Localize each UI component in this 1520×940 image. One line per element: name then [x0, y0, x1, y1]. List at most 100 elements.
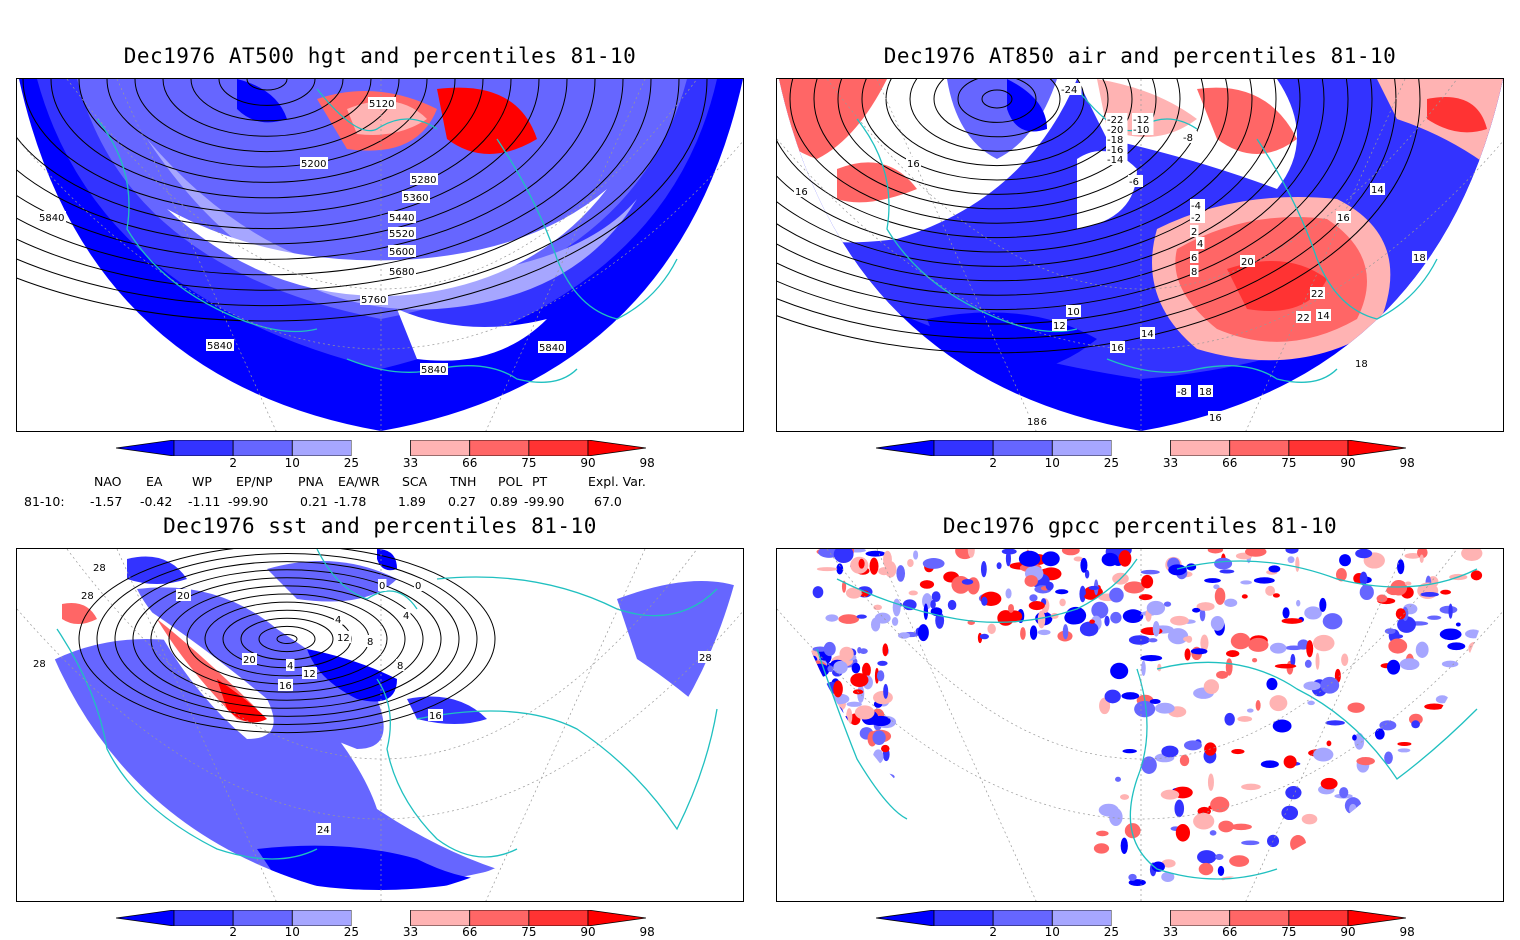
gpcc-patch: [883, 683, 889, 699]
contour-label: -12: [1133, 115, 1149, 126]
gpcc-patch: [1287, 556, 1295, 564]
gpcc-patch: [1462, 757, 1481, 765]
colorbar-segment: [173, 440, 234, 456]
gpcc-patch: [1079, 585, 1086, 603]
gpcc-patch: [1229, 855, 1250, 867]
gpcc-patch: [818, 759, 834, 770]
gpcc-patch: [1295, 556, 1300, 572]
contour-label: 18: [1199, 387, 1212, 398]
gpcc-patch: [1140, 654, 1163, 662]
gpcc-patch: [1061, 549, 1080, 556]
gpcc-patch: [1462, 783, 1472, 800]
gpcc-patch: [1055, 589, 1069, 595]
colorbar-labels-top-right: 2 10 25 33 66 75 90 98: [876, 456, 1414, 472]
colorbar-tick-label: 33: [1162, 456, 1179, 470]
colorbar-tick-label: 98: [639, 456, 655, 470]
gpcc-patch: [874, 612, 891, 624]
contour-line: [777, 79, 1421, 354]
gpcc-patch: [1359, 584, 1374, 601]
gpcc-patch: [1465, 629, 1482, 639]
index-value: -99.90: [228, 494, 269, 509]
contour-label-bg: [38, 211, 66, 223]
gpcc-patch: [1339, 554, 1351, 567]
gpcc-patch: [803, 664, 814, 676]
gpcc-patch: [829, 754, 848, 763]
gpcc-patch: [815, 796, 822, 813]
gpcc-patch: [1151, 861, 1165, 872]
contour-label-bg: [1132, 113, 1154, 125]
gpcc-patch: [816, 770, 834, 778]
contour-label-bg: [1066, 305, 1081, 317]
gpcc-patch: [1141, 756, 1157, 774]
gpcc-patch: [1084, 569, 1090, 579]
gpcc-patch: [1448, 603, 1453, 619]
contour-label-bg: [1106, 133, 1128, 145]
contour-line: [17, 79, 624, 276]
gpcc-patch: [1429, 822, 1441, 840]
gpcc-patch: [1099, 697, 1111, 715]
gpcc-patch: [1265, 585, 1275, 596]
gpcc-patch: [1360, 818, 1379, 833]
colorbar-bottom-left: [116, 910, 646, 926]
contour-label: 22: [1311, 289, 1324, 300]
colorbar-tick-label: 10: [1044, 456, 1060, 470]
gpcc-patch: [883, 550, 892, 569]
contour-label-bg: [1316, 309, 1331, 321]
gpcc-patch: [825, 614, 839, 622]
gpcc-patch: [1118, 550, 1132, 567]
gpcc-patch: [1115, 776, 1121, 782]
gpcc-patch: [809, 723, 822, 728]
gpcc-patch: [822, 750, 830, 763]
gpcc-patch: [840, 782, 847, 793]
contour-label: 5680: [389, 267, 414, 278]
gpcc-patch: [815, 697, 822, 706]
contour-label: 6: [1191, 253, 1197, 264]
gpcc-patch: [838, 788, 856, 800]
gpcc-patch: [1323, 860, 1331, 869]
colorbar-tick-label: 25: [343, 456, 360, 470]
gpcc-patch: [869, 557, 879, 575]
index-header: PT: [532, 474, 548, 489]
gpcc-patch: [1356, 756, 1375, 766]
colorbar-segment: [232, 910, 293, 926]
contour-label: 16: [1111, 343, 1124, 354]
gpcc-patch: [877, 660, 888, 666]
gpcc-patch: [1313, 747, 1334, 762]
gpcc-patch: [1160, 789, 1180, 800]
contour-label: 5840: [207, 341, 232, 352]
gpcc-patch: [1210, 796, 1230, 813]
index-value: -1.11: [188, 494, 221, 509]
gpcc-patch: [1104, 615, 1110, 627]
gpcc-patch: [1119, 794, 1130, 800]
gpcc-patch: [846, 708, 853, 725]
gpcc-patch: [1225, 658, 1233, 676]
contour-label: -22: [1107, 115, 1123, 126]
gpcc-patch: [811, 709, 820, 719]
gpcc-patch: [1420, 592, 1439, 597]
index-header: POL: [498, 474, 523, 489]
gpcc-patch: [1397, 616, 1416, 633]
gpcc-patch: [1192, 607, 1201, 613]
contour-label: 5840: [421, 365, 446, 376]
contour-label-bg: [1240, 255, 1255, 267]
contour-label: 16: [1337, 213, 1350, 224]
gpcc-patch: [865, 762, 882, 775]
index-header: EA: [146, 474, 163, 489]
map-panel-sst: 28 28 28 28 20 0 4 0 8 4 12 20 4 16 16 24 8 12: [16, 548, 744, 902]
contour-label: 8: [397, 661, 403, 672]
colorbar-segment: [1170, 910, 1231, 926]
contour-label-bg: [1176, 385, 1191, 397]
gpcc-patch: [1248, 637, 1269, 652]
gpcc-patch: [930, 599, 936, 609]
colorbar-segment: [1288, 440, 1349, 456]
contour-line: [258, 625, 316, 653]
gpcc-patch: [1138, 594, 1153, 601]
contour-label-bg: [906, 157, 921, 169]
contour-label-bg: [278, 679, 293, 691]
contour-line: [777, 79, 1325, 296]
map-sst-canvas: 28 28 28 28 20 0 4 0 8 4 12 20 4 16 16 24 8 12: [17, 549, 743, 901]
contour-label-bg: [1106, 143, 1128, 155]
contour-label: 4: [403, 611, 409, 622]
colorbar-segment: [291, 910, 352, 926]
gpcc-patch: [1231, 749, 1245, 755]
